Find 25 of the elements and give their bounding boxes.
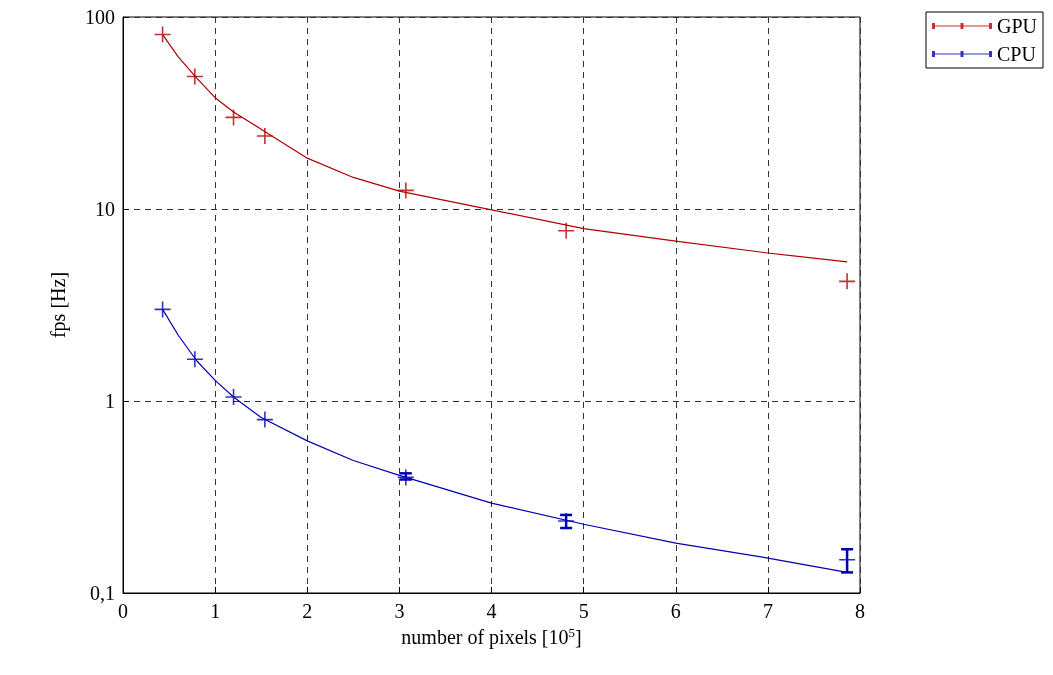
x-tick-label: 5 (578, 600, 589, 622)
x-tick-label: 2 (302, 600, 313, 622)
point (397, 182, 414, 199)
point (839, 273, 856, 290)
y-tick-label: 10 (95, 198, 115, 220)
x-tick-label: 0 (118, 600, 128, 622)
point (256, 128, 273, 144)
legend-label: CPU (996, 43, 1037, 65)
point (256, 411, 273, 428)
point (186, 68, 203, 85)
x-tick-label: 3 (394, 600, 405, 622)
x-tick-label: 7 (762, 600, 773, 622)
point (558, 222, 575, 239)
point (397, 469, 414, 486)
x-tick-label: 6 (670, 600, 681, 622)
y-tick-label: 100 (85, 6, 115, 28)
point (225, 388, 242, 405)
point (186, 351, 203, 368)
y-tick-label: 0,1 (90, 582, 115, 604)
y-axis-title: fps [Hz] (47, 271, 70, 339)
legend-label: GPU (996, 15, 1038, 37)
x-tick-label: 4 (486, 600, 497, 622)
x-tick-label: 8 (855, 600, 865, 622)
y-tick-label: 1 (105, 390, 115, 412)
x-tick-label: 1 (210, 600, 221, 622)
